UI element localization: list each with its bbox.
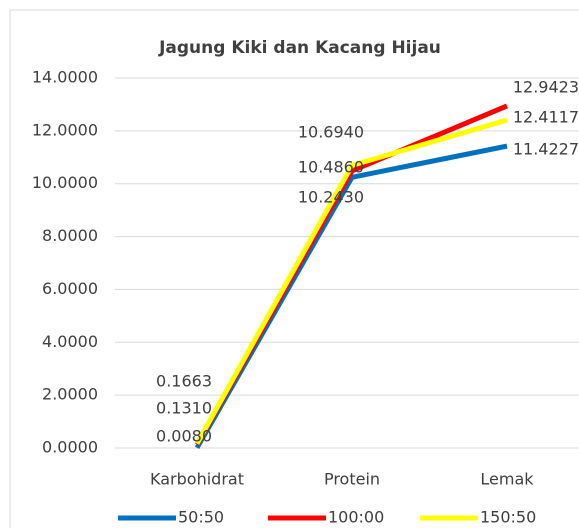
y-tick-label: 0.0000 (42, 438, 98, 457)
y-tick-label: 4.0000 (42, 332, 98, 351)
y-tick-label: 14.0000 (32, 68, 98, 87)
data-label: 0.1663 (156, 372, 212, 391)
data-label: 11.4227 (513, 140, 579, 159)
y-tick-label: 6.0000 (42, 279, 98, 298)
data-label: 10.2430 (298, 188, 364, 207)
x-tick-label: Protein (324, 470, 380, 489)
y-tick-label: 8.0000 (42, 226, 98, 245)
data-label: 10.6940 (298, 123, 364, 142)
series-line (194, 117, 508, 445)
legend-label: 150:50 (480, 508, 536, 527)
data-label: 0.1310 (156, 399, 212, 418)
data-label: 12.4117 (513, 108, 579, 127)
x-tick-label: Karbohidrat (150, 470, 244, 489)
legend-label: 100:00 (328, 508, 384, 527)
legend-label: 50:50 (178, 508, 224, 527)
data-label: 0.0080 (156, 427, 212, 446)
x-tick-label: Lemak (480, 470, 534, 489)
y-tick-label: 12.0000 (32, 120, 98, 139)
chart-title: Jagung Kiki dan Kacang Hijau (158, 38, 441, 58)
y-tick-label: 10.0000 (32, 173, 98, 192)
y-tick-label: 2.0000 (42, 385, 98, 404)
data-label: 10.4860 (298, 158, 364, 177)
data-label: 12.9423 (513, 78, 579, 97)
